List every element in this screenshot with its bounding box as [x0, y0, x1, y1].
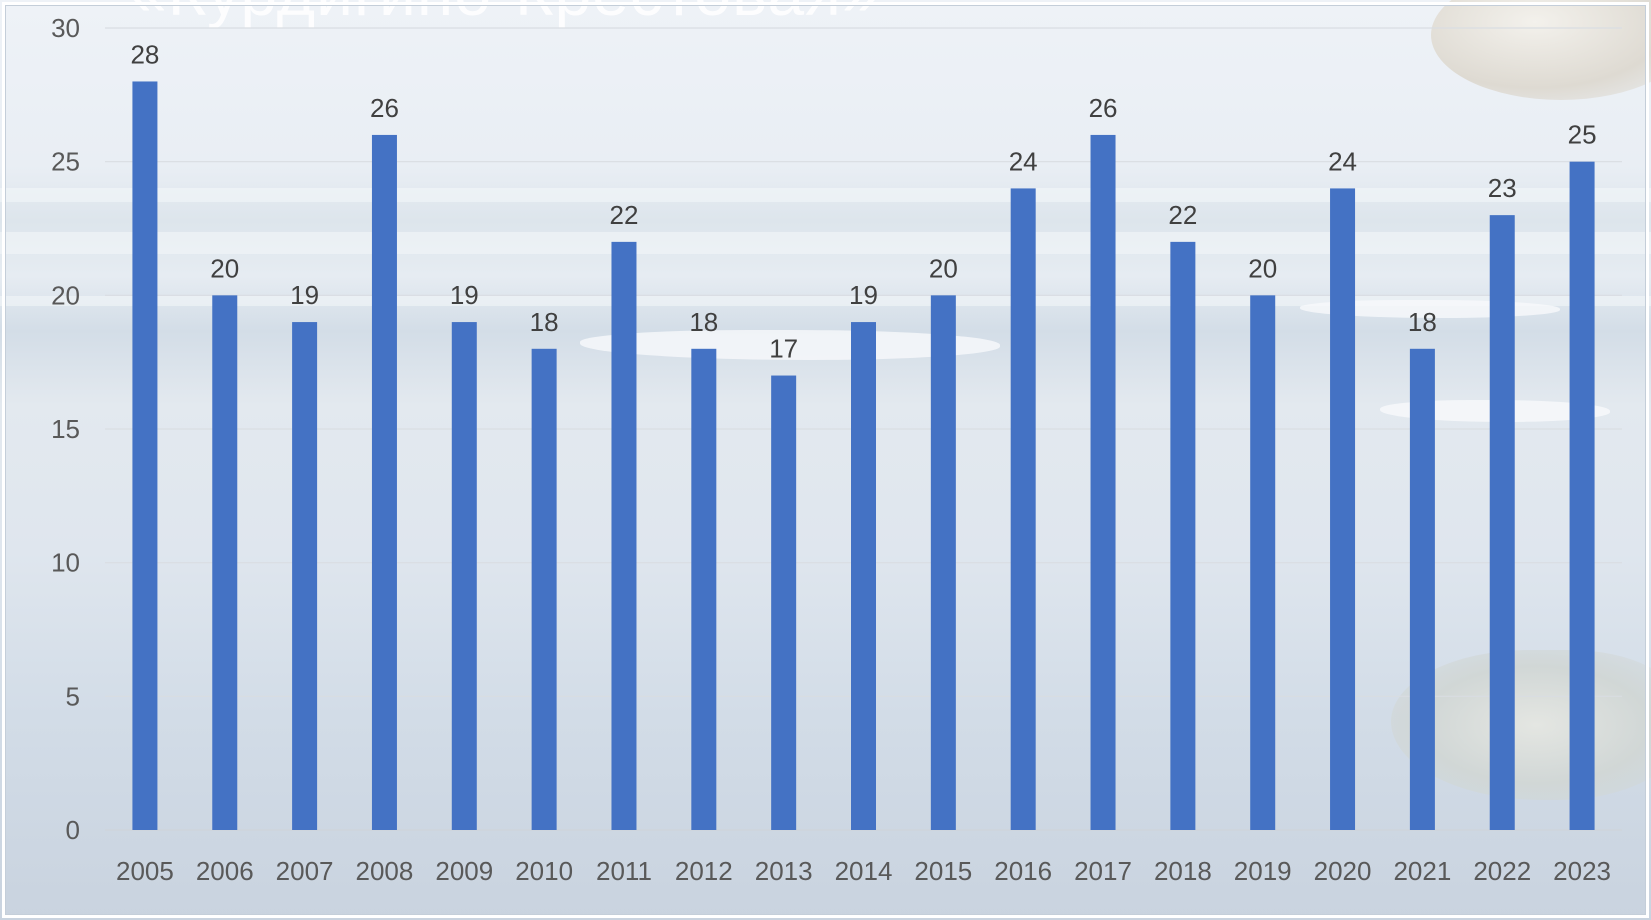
data-label: 20 [1248, 253, 1277, 283]
data-label: 22 [610, 200, 639, 230]
y-tick-label: 30 [51, 13, 80, 43]
x-tick-label: 2021 [1393, 856, 1451, 886]
bar [930, 295, 956, 830]
ice-band [0, 232, 1651, 254]
data-label: 24 [1328, 146, 1357, 176]
bar [1409, 348, 1435, 830]
bar [691, 348, 717, 830]
x-tick-label: 2013 [755, 856, 813, 886]
data-label: 18 [530, 307, 559, 337]
data-label: 23 [1488, 173, 1517, 203]
x-tick-label: 2016 [994, 856, 1052, 886]
bar [851, 322, 876, 830]
bar [1090, 134, 1116, 830]
data-label: 19 [290, 280, 319, 310]
y-tick-label: 20 [51, 280, 80, 310]
x-tick-label: 2015 [914, 856, 972, 886]
y-tick-label: 0 [66, 815, 80, 845]
bar [371, 134, 397, 830]
bar [451, 322, 477, 830]
x-tick-label: 2007 [276, 856, 334, 886]
x-tick-label: 2018 [1154, 856, 1212, 886]
data-label: 25 [1568, 120, 1597, 150]
x-tick-label: 2020 [1314, 856, 1372, 886]
data-label: 18 [1408, 307, 1437, 337]
x-tick-label: 2014 [835, 856, 893, 886]
x-tick-label: 2012 [675, 856, 733, 886]
data-label: 19 [849, 280, 878, 310]
y-tick-label: 15 [51, 414, 80, 444]
y-tick-label: 10 [51, 548, 80, 578]
x-tick-label: 2005 [116, 856, 174, 886]
data-label: 20 [929, 253, 958, 283]
y-tick-label: 25 [51, 147, 80, 177]
data-label: 26 [1089, 93, 1118, 123]
x-tick-label: 2009 [435, 856, 493, 886]
bar [1010, 188, 1036, 830]
x-tick-label: 2022 [1473, 856, 1531, 886]
bar [611, 241, 637, 830]
y-tick-label: 5 [66, 681, 80, 711]
x-tick-label: 2006 [196, 856, 254, 886]
x-tick-label: 2008 [356, 856, 414, 886]
bar [1250, 295, 1276, 830]
bar [1330, 188, 1356, 830]
x-tick-label: 2010 [515, 856, 573, 886]
bar [212, 295, 238, 830]
data-label: 17 [769, 334, 798, 364]
x-tick-label: 2019 [1234, 856, 1292, 886]
x-tick-label: 2017 [1074, 856, 1132, 886]
bar [531, 348, 557, 830]
ice-band [0, 188, 1651, 202]
ice-band [0, 296, 1651, 306]
data-label: 19 [450, 280, 479, 310]
bar [1170, 241, 1196, 830]
data-label: 18 [689, 307, 718, 337]
bar [1569, 161, 1595, 830]
ice-floe [580, 330, 1000, 360]
x-tick-label: 2023 [1553, 856, 1611, 886]
bar [1489, 215, 1515, 831]
data-label: 28 [130, 39, 159, 69]
data-label: 22 [1168, 200, 1197, 230]
data-label: 26 [370, 93, 399, 123]
data-label: 20 [210, 253, 239, 283]
bar [292, 322, 318, 830]
data-label: 24 [1009, 146, 1038, 176]
bar [132, 81, 158, 830]
x-tick-label: 2011 [596, 856, 652, 886]
bar [771, 375, 797, 830]
